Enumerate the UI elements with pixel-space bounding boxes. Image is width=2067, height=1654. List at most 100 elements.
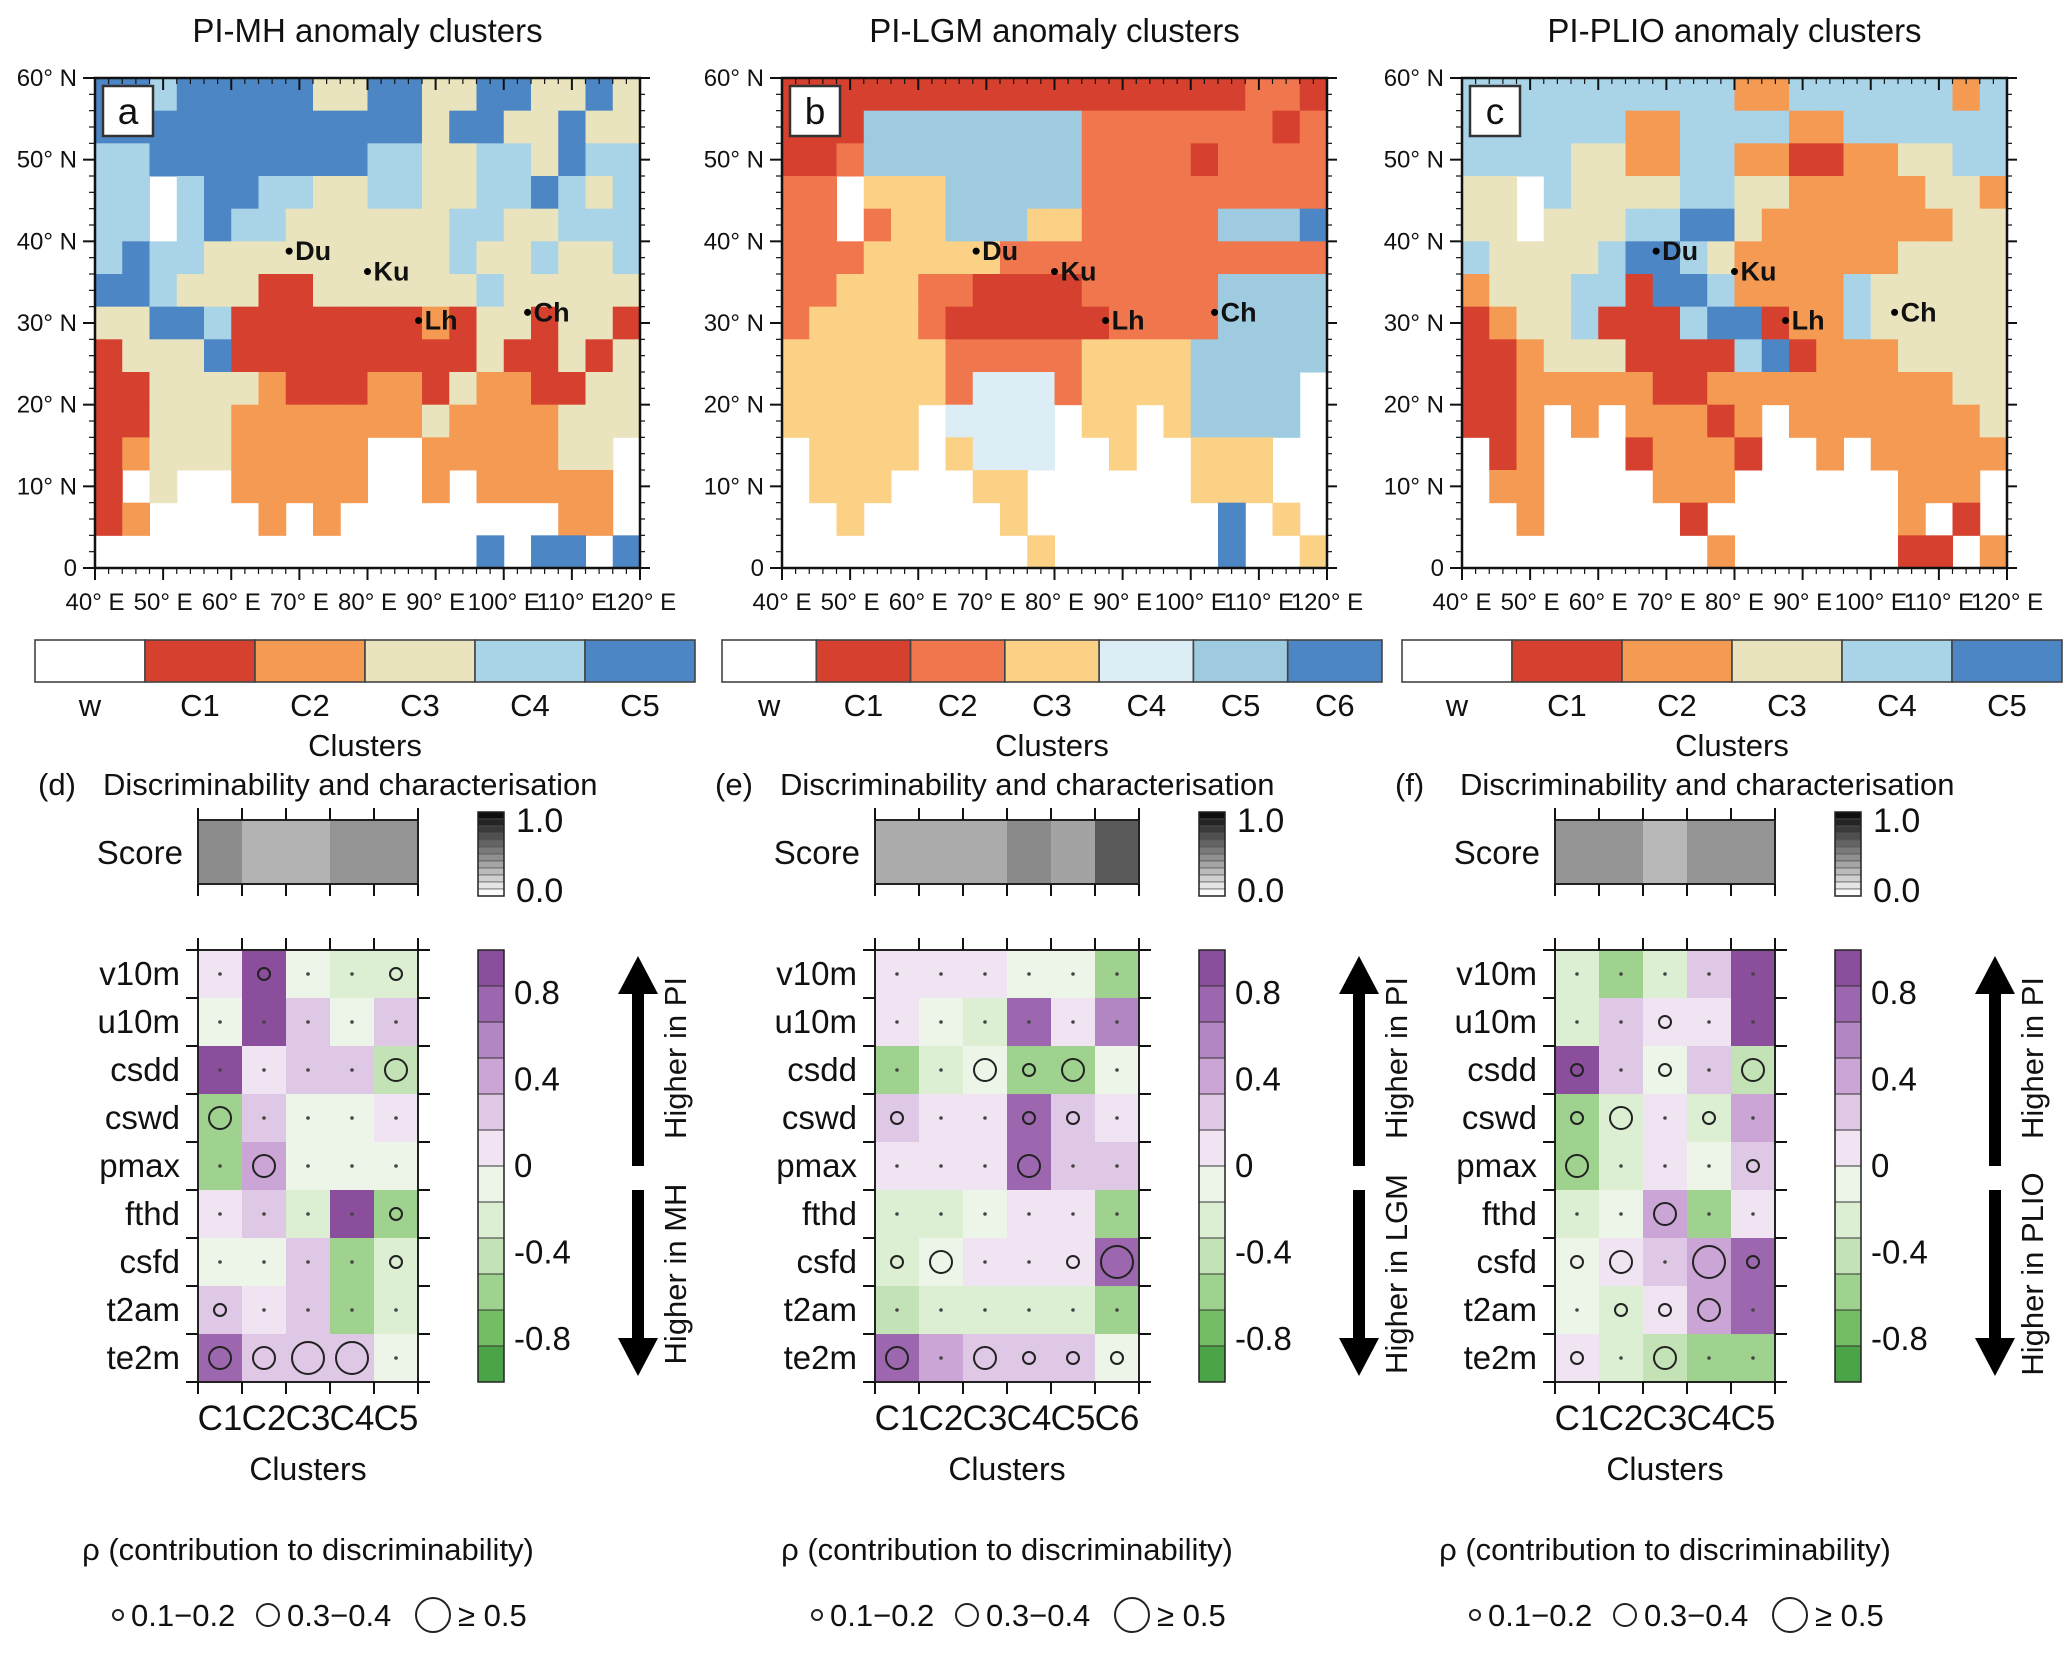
map-cell [449, 110, 477, 144]
map-cell [1081, 274, 1110, 308]
y-tick-label: 20° N [1384, 392, 1444, 419]
rho-dot [1115, 972, 1119, 976]
map-cell [1707, 306, 1735, 340]
rho-dot [350, 1164, 354, 1168]
map-cell [1571, 110, 1599, 144]
map-cell [918, 339, 946, 373]
map-cell [945, 274, 974, 308]
map-cell [1190, 241, 1219, 275]
x-tick-label: 50° E [821, 589, 880, 616]
variable-label: v10m [776, 955, 857, 992]
rho-dot [983, 1260, 987, 1264]
up-arrow-icon [1975, 956, 2015, 1166]
map-cell [918, 372, 946, 406]
map-cell [1925, 404, 1953, 438]
y-tick-label: 50° N [17, 147, 77, 174]
map-cell [1789, 143, 1817, 177]
score-label: Score [1454, 834, 1540, 871]
map-cell [531, 372, 559, 406]
rho-legend-title: ρ (contribution to discriminability) [1439, 1532, 1891, 1567]
map-cell [1870, 404, 1899, 438]
map-cell [558, 306, 586, 340]
rho-circle [885, 1346, 909, 1370]
map-cell [1218, 437, 1246, 471]
map-cell [891, 274, 919, 308]
map-cell [1000, 502, 1028, 536]
map-cell [1299, 241, 1328, 275]
map-cell [945, 372, 974, 406]
map-cell [1163, 143, 1192, 177]
rho-dot [1071, 972, 1075, 976]
rho-dot [983, 1116, 987, 1120]
map-cell [1925, 143, 1953, 177]
map-cell [1652, 110, 1681, 144]
map-cell [1952, 372, 1981, 406]
variable-label: cswd [1462, 1099, 1537, 1136]
heatmap-cell [1007, 1094, 1051, 1142]
map-cell [149, 470, 178, 504]
rho-dot [306, 1068, 310, 1072]
map-cell [1462, 339, 1490, 373]
colorbar-tick-label: -0.8 [1235, 1320, 1292, 1357]
map-cell [1054, 176, 1083, 210]
map-cell [258, 110, 287, 144]
city-label: Du [295, 236, 331, 266]
heatmap-cell [1643, 1286, 1687, 1334]
rho-dot [983, 1308, 987, 1312]
map-cell [1489, 470, 1517, 504]
variable-label: csfd [1476, 1243, 1537, 1280]
map-cell [1054, 274, 1083, 308]
map-cell [612, 535, 641, 569]
heatmap-cell [1599, 1094, 1643, 1142]
map-cell [1761, 241, 1790, 275]
map-cell [585, 437, 614, 471]
map-cell [863, 176, 892, 210]
map-cell [1625, 176, 1654, 210]
map-cell [313, 437, 341, 471]
map-cell [585, 404, 614, 438]
map-cell [891, 306, 919, 340]
map-cell [1816, 274, 1844, 308]
legend-label: C3 [1032, 688, 1072, 723]
up-arrow-icon [618, 956, 658, 1166]
map-cell [285, 437, 314, 471]
variable-label: pmax [99, 1147, 180, 1184]
map-cell [476, 470, 505, 504]
map-cell [558, 535, 586, 569]
city-marker [1051, 268, 1058, 276]
map-cell [1136, 110, 1164, 144]
heatmap-cell [919, 1238, 963, 1286]
map-cell [1543, 241, 1572, 275]
map-cell [231, 143, 259, 177]
map-cell [1680, 339, 1708, 373]
score-cell [1731, 820, 1775, 884]
map-cell [149, 339, 178, 373]
variable-label: fthd [125, 1195, 180, 1232]
map-cell [782, 306, 810, 340]
rho-circle [335, 1341, 369, 1375]
city-label: Ch [534, 297, 570, 327]
map-cell [612, 241, 641, 275]
x-tick-label: 110° E [1224, 589, 1295, 616]
map-cell [285, 306, 314, 340]
map-cell [394, 143, 423, 177]
rho-circle [1658, 1303, 1672, 1317]
panel-title: Discriminability and characterisation [103, 767, 597, 802]
map-cell [1734, 404, 1763, 438]
map-cell [972, 470, 1001, 504]
map-cell [422, 274, 450, 308]
map-cell [1734, 241, 1763, 275]
map-cell [1598, 110, 1626, 144]
map-cell [531, 143, 559, 177]
map-cell [1543, 274, 1572, 308]
map-cell [1952, 437, 1981, 471]
legend-swatch [254, 639, 366, 683]
x-tick-label: 100° E [1835, 589, 1907, 616]
map-cell [945, 437, 974, 471]
map-cell [394, 241, 423, 275]
map-cell [449, 143, 477, 177]
cluster-label: C4 [1687, 1399, 1732, 1438]
rho-legend-label: 0.3−0.4 [986, 1598, 1090, 1633]
map-cell [340, 274, 368, 308]
map-cell [176, 241, 205, 275]
